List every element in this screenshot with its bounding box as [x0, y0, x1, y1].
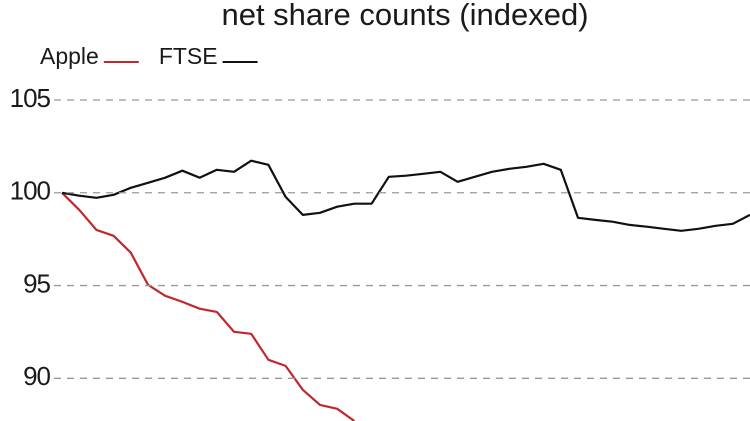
plot-area: [61, 159, 750, 421]
y-tick-label: 95: [23, 268, 50, 298]
series-line: [61, 192, 356, 421]
chart-title: net share counts (indexed): [221, 0, 588, 32]
y-tick-label: 105: [10, 83, 51, 113]
legend-label: Apple: [40, 43, 99, 69]
y-tick-label: 90: [23, 361, 50, 391]
y-tick-label: 100: [10, 176, 51, 206]
legend-label: FTSE: [159, 43, 218, 69]
series-line: [61, 159, 750, 232]
